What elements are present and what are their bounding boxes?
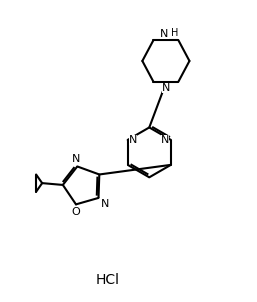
Text: N: N (162, 83, 170, 93)
Text: O: O (72, 207, 80, 217)
Text: N: N (129, 135, 137, 145)
Text: N: N (160, 29, 169, 39)
Text: N: N (161, 135, 169, 145)
Text: H: H (171, 28, 179, 38)
Text: N: N (72, 154, 81, 164)
Text: HCl: HCl (96, 273, 120, 287)
Text: N: N (100, 199, 109, 209)
